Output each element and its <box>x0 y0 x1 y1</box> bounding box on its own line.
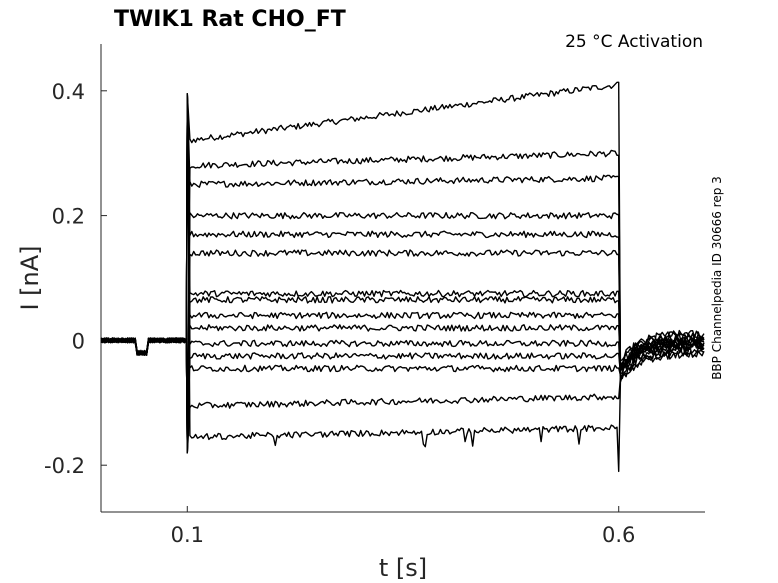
trace-line <box>100 93 705 473</box>
x-tick-label: 0.6 <box>602 523 635 547</box>
x-tick-label: 0.1 <box>171 523 204 547</box>
ticks: 0.1 0.6 0.4 0.2 0 -0.2 <box>44 80 635 547</box>
trace-line <box>100 93 705 373</box>
trace-line <box>100 93 705 374</box>
chart-title: TWIK1 Rat CHO_FT <box>114 7 346 32</box>
trace-line <box>100 337 705 454</box>
y-tick-label: 0.4 <box>52 80 85 104</box>
chart-subtitle: 25 °C Activation <box>565 32 703 52</box>
trace-line <box>100 337 705 454</box>
y-tick-label: 0 <box>72 329 85 353</box>
trace-line <box>100 324 705 454</box>
x-axis-label: t [s] <box>379 554 427 582</box>
trace-line <box>100 93 705 371</box>
side-note: BBP Channelpedia ID 30666 rep 3 <box>710 176 724 380</box>
y-axis-label: I [nA] <box>16 245 44 310</box>
trace-line <box>100 296 705 454</box>
y-tick-label: -0.2 <box>44 454 85 478</box>
trace-line <box>100 212 705 454</box>
trace-line <box>100 93 705 365</box>
traces <box>100 81 705 473</box>
trace-line <box>100 149 705 454</box>
axes-frame <box>100 44 705 513</box>
trace-line <box>100 249 705 454</box>
y-tick-label: 0.2 <box>52 205 85 229</box>
trace-line <box>100 81 705 366</box>
trace-line <box>100 93 705 379</box>
trace-line <box>100 93 705 380</box>
